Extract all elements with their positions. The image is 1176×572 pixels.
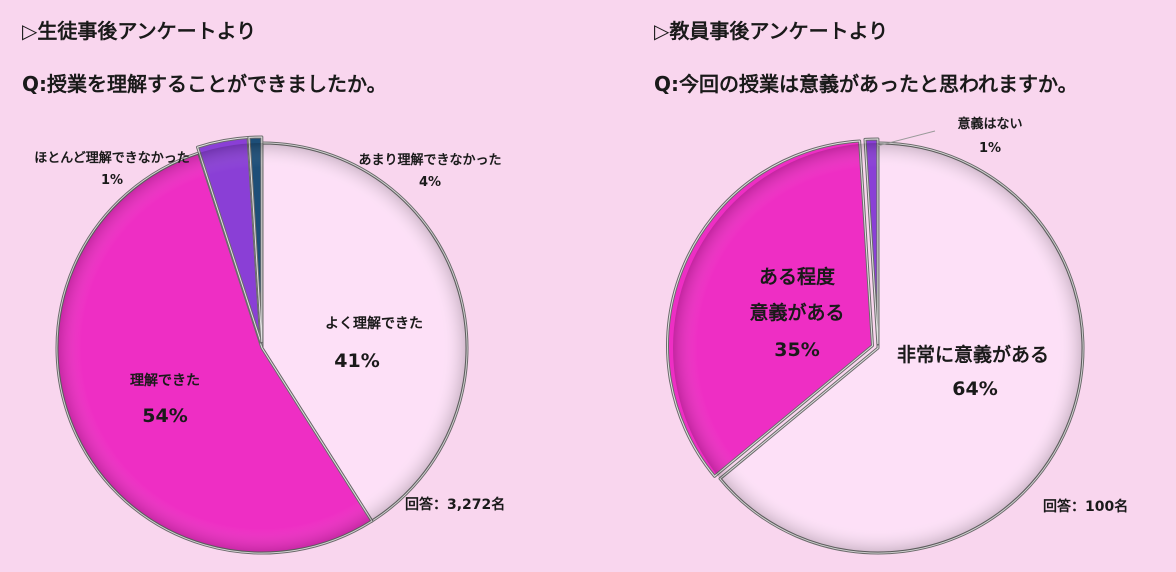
slice-value-very-meaningful: 64%	[952, 378, 998, 400]
slice-value-understood-well: 41%	[334, 350, 380, 372]
slice-label-hardly: ほとんど理解できなかった	[34, 151, 190, 166]
slice-value-not-much: 4%	[418, 175, 442, 190]
slice-label-not-much: あまり理解できなかった	[358, 153, 502, 168]
section-title-teachers: ▷教員事後アンケートより	[654, 19, 889, 43]
slice-value-hardly: 1%	[100, 173, 124, 188]
slice-label-no-meaning: 意義はない	[957, 117, 1023, 132]
slice-no-meaning-highlight	[864, 138, 879, 345]
respondents-students: 回答：3,272名	[405, 497, 506, 513]
pie-edge-shading-1	[673, 143, 1083, 553]
leader-line-no-meaning	[876, 130, 936, 147]
section-title-students: ▷生徒事後アンケートより	[22, 19, 257, 43]
question-students: Q:授業を理解することができましたか。	[22, 72, 387, 96]
slice-label-understood: 理解できた	[130, 373, 200, 389]
slice-value-no-meaning: 1%	[978, 141, 1002, 156]
pie-edge-shading-0	[57, 143, 467, 553]
slice-label-somewhat-line1: ある程度	[758, 266, 836, 288]
slice-label-understood-well: よく理解できた	[325, 316, 423, 332]
slice-hardly-highlight	[248, 136, 263, 343]
respondents-teachers: 回答：100名	[1043, 499, 1129, 515]
slice-value-somewhat: 35%	[774, 339, 820, 361]
slice-somewhat-meaningful-highlight	[666, 140, 874, 477]
slice-label-somewhat-line2: 意義がある	[749, 302, 845, 324]
slice-value-understood: 54%	[142, 405, 188, 427]
question-teachers: Q:今回の授業は意義があったと思われますか。	[654, 72, 1078, 96]
slice-label-very-meaningful: 非常に意義がある	[896, 344, 1050, 366]
